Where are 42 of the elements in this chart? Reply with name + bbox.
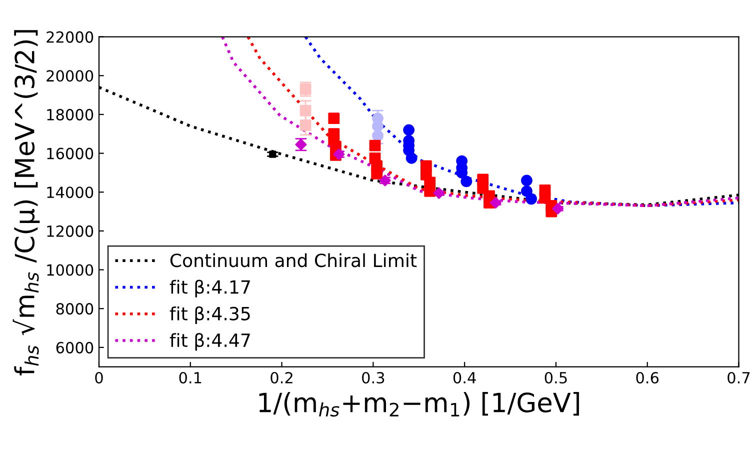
point bbox=[403, 124, 415, 136]
x-tick-label: 0.4 bbox=[453, 372, 476, 384]
x-tick-label: 0.5 bbox=[544, 372, 567, 384]
legend-label: fit β:4.17 bbox=[170, 280, 250, 298]
y-tick-label: 8000 bbox=[56, 303, 94, 315]
point bbox=[521, 174, 532, 186]
point bbox=[379, 174, 391, 186]
point bbox=[300, 104, 312, 116]
y-tick-label: 18000 bbox=[47, 108, 94, 120]
y-tick-label: 22000 bbox=[46, 31, 94, 43]
point bbox=[490, 197, 502, 209]
point bbox=[369, 140, 381, 152]
point bbox=[300, 119, 312, 131]
x-tick-label: 0.1 bbox=[179, 372, 202, 384]
x-axis-title: 1/(m$_{hs}$+m$_{2}$−m$_{1}$) [1/GeV] bbox=[259, 392, 579, 417]
point bbox=[406, 152, 418, 164]
point bbox=[371, 168, 383, 180]
x-tick-label: 0.7 bbox=[728, 372, 750, 384]
point bbox=[328, 112, 340, 124]
x-tick-label: 0.3 bbox=[362, 372, 384, 384]
point bbox=[269, 150, 276, 158]
point bbox=[424, 185, 436, 197]
point bbox=[333, 148, 345, 160]
x-tick-label: 0 bbox=[95, 372, 103, 384]
y-tick-label: 20000 bbox=[46, 70, 94, 82]
point bbox=[372, 130, 384, 142]
point bbox=[460, 176, 472, 188]
point bbox=[526, 193, 537, 205]
y-tick-label: 14000 bbox=[47, 186, 94, 198]
y-axis-title: f$_{hs}$ √m$_{hs}$ /C(μ) [MeV^(3/2)] bbox=[12, 30, 40, 376]
y-tick-label: 16000 bbox=[47, 148, 94, 160]
y-tick-label: 10000 bbox=[47, 264, 94, 276]
legend-label: Continuum and Chiral Limit bbox=[170, 253, 417, 268]
point bbox=[552, 202, 564, 214]
y-tick-label: 12000 bbox=[47, 225, 94, 237]
legend-label: fit β:4.47 bbox=[170, 332, 250, 351]
x-tick-label: 0.2 bbox=[270, 372, 292, 384]
x-tick-label: 0.6 bbox=[636, 372, 659, 384]
legend-label: fit β:4.35 bbox=[170, 306, 250, 324]
point bbox=[433, 187, 445, 199]
y-tick-label: 6000 bbox=[56, 342, 94, 354]
point bbox=[521, 185, 532, 197]
